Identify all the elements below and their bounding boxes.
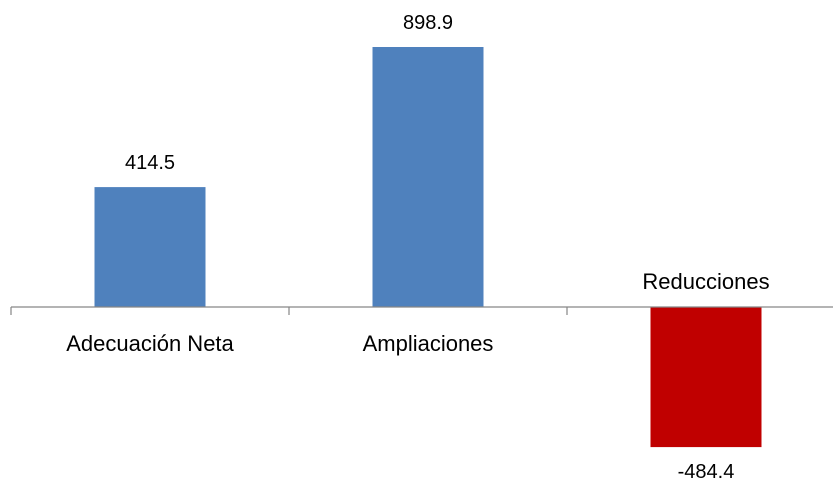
- category-axis: [10, 306, 833, 315]
- bar-adecuacion-neta: [94, 187, 206, 307]
- bar-ampliaciones: [372, 47, 484, 307]
- category-label-reducciones: Reducciones: [642, 269, 769, 294]
- bar-reducciones: [650, 307, 762, 448]
- data-label-ampliaciones: 898.9: [403, 12, 453, 34]
- data-label-adecuacion-neta: 414.5: [125, 152, 175, 174]
- labels-group: 414.5 Adecuación Neta 898.9 Ampliaciones -48…: [66, 12, 769, 483]
- category-label-adecuacion-neta: Adecuación Neta: [66, 331, 234, 356]
- bars-group: [94, 47, 762, 448]
- data-label-reducciones: -484.4: [678, 461, 735, 483]
- category-label-ampliaciones: Ampliaciones: [363, 331, 494, 356]
